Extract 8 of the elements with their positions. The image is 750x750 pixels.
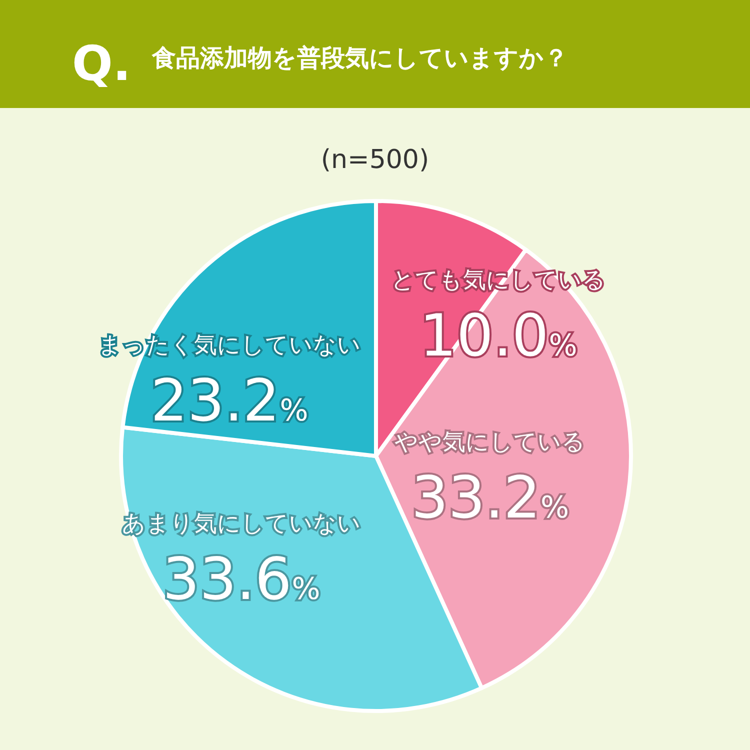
data-label: 33.2% [411, 464, 569, 532]
text: Q. [72, 36, 132, 92]
chart-title: 食品添加物を普段気にしていますか？ [151, 44, 568, 72]
data-label: 33.6% [162, 544, 320, 613]
data-label: 23.2% [150, 366, 308, 434]
slice-label: やや気にしている [394, 430, 586, 456]
slice-label: まったく気にしていない [98, 332, 361, 358]
chart-subtitle: (n=500) [320, 145, 430, 175]
